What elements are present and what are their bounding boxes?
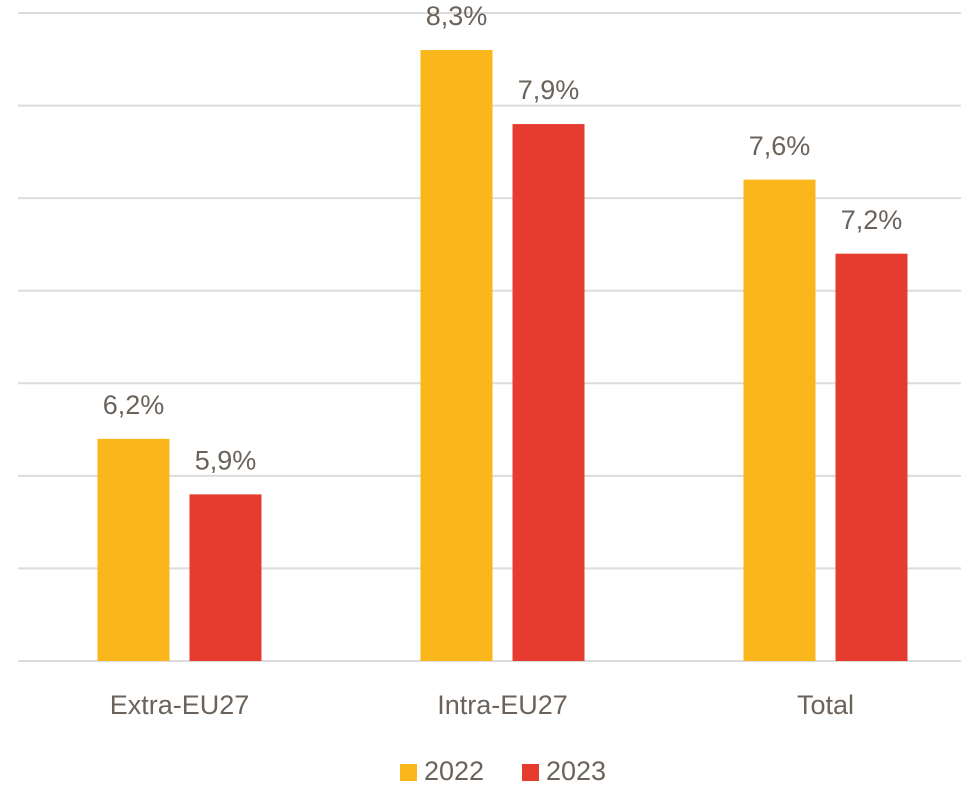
value-label: 7,2% xyxy=(841,205,903,235)
x-tick-label: Total xyxy=(797,690,854,720)
bar xyxy=(189,494,262,661)
x-tick-label: Extra-EU27 xyxy=(110,690,250,720)
value-label: 6,2% xyxy=(103,390,165,420)
value-label: 7,6% xyxy=(749,131,811,161)
legend-label: 2022 xyxy=(424,756,484,786)
bar xyxy=(835,253,908,661)
legend-label: 2023 xyxy=(546,756,606,786)
value-label: 5,9% xyxy=(195,445,257,475)
bar xyxy=(97,438,170,661)
value-label: 7,9% xyxy=(518,75,580,105)
bar xyxy=(743,179,816,661)
bar xyxy=(420,50,493,662)
legend-swatch xyxy=(400,764,417,781)
value-label: 8,3% xyxy=(426,1,488,31)
legend-swatch xyxy=(522,764,539,781)
x-tick-label: Intra-EU27 xyxy=(437,690,568,720)
bar xyxy=(512,124,585,662)
